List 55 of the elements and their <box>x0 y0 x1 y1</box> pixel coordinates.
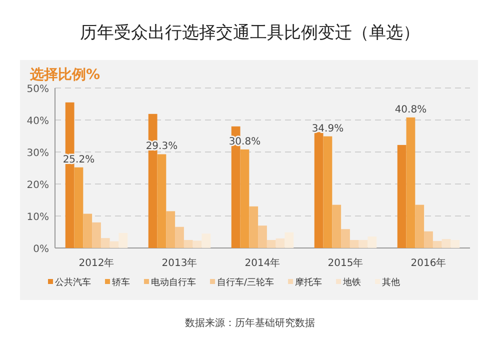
bar <box>442 239 451 248</box>
bar <box>157 154 166 248</box>
bar <box>110 241 119 248</box>
bar <box>202 234 211 248</box>
y-tick-label: 50% <box>26 84 49 95</box>
bar <box>83 214 92 248</box>
bar <box>249 206 258 248</box>
x-tick-label: 2014年 <box>244 257 280 269</box>
bar <box>368 236 377 248</box>
legend-label: 公共汽车 <box>55 277 91 288</box>
bar <box>240 149 250 248</box>
source-note: 数据来源：历年基础研究数据 <box>185 317 315 329</box>
bar <box>118 232 128 248</box>
chart-title: 历年受众出行选择交通工具比例变迁（单选） <box>80 23 420 43</box>
bar <box>415 204 424 248</box>
bar <box>166 211 176 248</box>
y-tick-label: 40% <box>26 116 49 127</box>
legend-label: 电动自行车 <box>151 277 196 288</box>
legend-label: 地铁 <box>342 277 362 288</box>
x-tick-label: 2015年 <box>328 257 364 269</box>
bar <box>397 144 406 248</box>
bar <box>284 232 294 248</box>
legend-label: 自行车/三轮车 <box>217 277 274 288</box>
x-tick-label: 2013年 <box>162 257 198 269</box>
bar <box>450 240 460 248</box>
legend-label: 其他 <box>382 277 400 288</box>
bar <box>350 240 359 248</box>
bar <box>341 229 350 248</box>
bar <box>314 132 324 248</box>
y-tick-label: 0% <box>33 244 49 255</box>
y-tick-label: 20% <box>26 180 49 191</box>
legend-label: 轿车 <box>112 277 130 288</box>
bar <box>323 136 332 248</box>
bar <box>184 240 193 248</box>
data-label: 34.9% <box>312 123 344 134</box>
bar <box>258 226 267 248</box>
bar <box>332 204 342 248</box>
bar <box>192 240 202 248</box>
bar <box>424 231 433 248</box>
bar <box>175 226 184 248</box>
bar <box>406 117 416 248</box>
x-tick-label: 2012年 <box>78 257 114 269</box>
y-tick-label: 10% <box>26 212 49 223</box>
y-tick-label: 30% <box>26 148 49 159</box>
bar <box>74 167 84 248</box>
bar <box>100 238 110 248</box>
x-tick-label: 2016年 <box>410 257 446 269</box>
legend-label: 摩托车 <box>295 277 322 288</box>
y-axis-title: 选择比例% <box>29 67 100 83</box>
data-label: 40.8% <box>394 104 427 116</box>
bar <box>432 240 442 248</box>
bar <box>266 240 276 248</box>
bar <box>358 240 368 248</box>
bar <box>276 238 285 248</box>
bar <box>92 222 101 248</box>
